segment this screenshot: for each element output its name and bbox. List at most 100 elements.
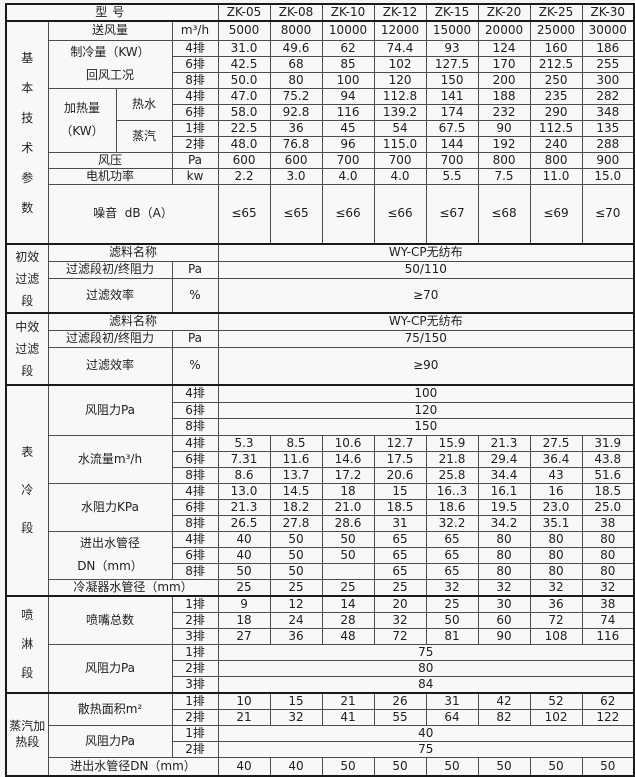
value-cell: 100 [321, 71, 375, 89]
table-row: 初效 过滤 段滤料名称 WY-CP无纺布 [5, 243, 635, 314]
unit-cell: 2排 [171, 740, 219, 758]
table-row: 过滤效率% ≥70 [6, 277, 635, 314]
value-cell: 102 [373, 55, 427, 73]
value-cell: 21.8 [425, 450, 479, 468]
value-cell: 81 [425, 627, 479, 645]
value-cell: 23.0 [529, 498, 583, 516]
value-cell: 700 [425, 151, 479, 169]
unit-cell: 6排 [171, 498, 219, 516]
value-cell: 9 [217, 594, 271, 613]
value-cell: 8.5 [269, 434, 323, 452]
value-cell: 65 [425, 530, 479, 548]
row-label-cell: 送风量 [47, 20, 173, 41]
unit-cell: 2排 [171, 659, 219, 677]
value-cell: 34.4 [477, 466, 531, 484]
value-cell: 112.8 [373, 87, 427, 105]
model-header-label: 型号 [5, 3, 219, 22]
value-cell: ≤66 [321, 183, 375, 245]
value-cell: 12 [269, 594, 323, 613]
value-cell: 282 [581, 87, 635, 105]
value-cell: 72 [529, 611, 583, 629]
unit-cell: 6排 [171, 55, 219, 73]
unit-cell: 6排 [171, 401, 219, 419]
value-cell: 50 [529, 756, 583, 777]
table-row: 电机功率 kw 2.2 3.0 4.0 4.0 5.5 7.5 11.0 15.0 [6, 167, 635, 185]
value-cell: 50 [321, 546, 375, 564]
value-cell: 17.5 [373, 450, 427, 468]
row-label-cell: 散热面积m² [47, 691, 173, 726]
value-cell: ≤68 [477, 183, 531, 245]
value-cell: ≤67 [425, 183, 479, 245]
table-row: 8排 8.6 13.7 17.2 20.6 25.8 34.4 43 51.6 [6, 466, 635, 484]
value-cell: 43.8 [581, 450, 635, 468]
value-cell: 40 [217, 724, 635, 742]
value-cell: 50 [425, 611, 479, 629]
value-cell: 27.8 [269, 514, 323, 532]
value-cell: 4.0 [373, 167, 427, 185]
row-label-cell: 风压 [47, 151, 173, 169]
value-cell: 72 [373, 627, 427, 645]
value-cell: 75 [217, 740, 635, 758]
value-cell: 8.6 [217, 466, 271, 484]
value-cell: 240 [529, 135, 583, 153]
value-cell: 10000 [321, 20, 375, 41]
value-cell: 38 [581, 594, 635, 613]
value-cell: 21.3 [477, 434, 531, 452]
table-row: 8排 150 [6, 417, 635, 436]
value-cell: 700 [373, 151, 427, 169]
value-cell: 80 [477, 530, 531, 548]
value-cell: 80 [477, 562, 531, 580]
unit-cell: 8排 [171, 562, 219, 580]
value-cell: 31 [425, 691, 479, 710]
row-label-cell: 滤料名称 [47, 312, 219, 331]
row-label-cell: 水流量m³/h [47, 434, 173, 484]
value-cell: 75.2 [269, 87, 323, 105]
unit-cell: Pa [171, 151, 219, 169]
value-cell: 21 [321, 691, 375, 710]
value-cell: 150 [425, 71, 479, 89]
value-cell: 30 [477, 594, 531, 613]
value-cell: 116 [581, 627, 635, 645]
value-cell: 75/150 [217, 329, 635, 348]
column-header-cell: ZK-30 [581, 3, 635, 22]
value-cell: 108 [529, 627, 583, 645]
unit-cell: 4排 [171, 384, 219, 403]
row-label-cell: 过滤效率 [47, 277, 173, 314]
table-row: 加热量 （KW） 热水 4排 47.0 75.2 94 112.8 141 188 235 282 [6, 87, 635, 153]
column-header-cell: ZK-25 [529, 3, 583, 22]
value-cell: 21.3 [217, 498, 271, 516]
row-label-cell: 进出水管径DN（mm） [47, 756, 219, 777]
section-label-medium-filter: 中效 过滤 段 [5, 312, 49, 386]
value-cell: 5000 [217, 20, 271, 41]
value-cell: 36 [269, 119, 323, 137]
value-cell: 112.5 [529, 119, 583, 137]
value-cell: 25 [425, 594, 479, 613]
value-cell: WY-CP无纺布 [217, 312, 635, 331]
value-cell: 21 [217, 708, 271, 726]
value-cell: 92.8 [269, 103, 323, 121]
value-cell: 58.0 [217, 103, 271, 121]
value-cell: 12.7 [373, 434, 427, 452]
value-cell: 20 [373, 594, 427, 613]
value-cell: 10 [217, 691, 271, 710]
value-cell: 68 [269, 55, 323, 73]
unit-cell: 6排 [171, 546, 219, 564]
value-cell: 28 [321, 611, 375, 629]
value-cell: 94 [321, 87, 375, 105]
value-cell: 250 [529, 71, 583, 89]
value-cell: 18 [321, 482, 375, 500]
value-cell: 40 [217, 756, 271, 777]
value-cell: 16..3 [425, 482, 479, 500]
value-cell: 160 [529, 39, 583, 57]
table-row: 蒸汽 1排 22.5 36 45 54 67.5 90 112.5 135 [6, 119, 635, 153]
value-cell: WY-CP无纺布 [217, 243, 635, 262]
value-cell: 174 [425, 103, 479, 121]
row-label-cell: 风阻力Pa [47, 643, 173, 693]
value-cell: 35.1 [529, 514, 583, 532]
value-cell: 80 [581, 562, 635, 580]
unit-cell: 8排 [171, 514, 219, 532]
table-row: 进出水管径 DN（mm） 4排 40 50 50 65 65 80 80 80 [6, 530, 635, 580]
unit-cell: 3排 [171, 675, 219, 693]
unit-cell: 2排 [171, 135, 219, 153]
value-cell: 25000 [529, 20, 583, 41]
